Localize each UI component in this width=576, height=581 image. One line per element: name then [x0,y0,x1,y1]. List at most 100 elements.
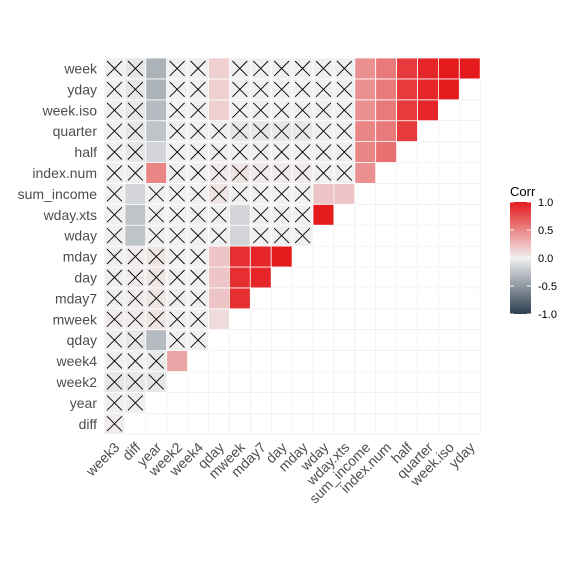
insignificant-x-mark [148,227,165,244]
insignificant-x-mark [252,144,269,160]
insignificant-x-mark [169,269,185,286]
insignificant-x-mark [127,123,144,139]
insignificant-x-mark [127,374,144,390]
heatmap-cell [228,203,251,226]
insignificant-x-mark [190,123,206,139]
insignificant-x-mark [232,81,248,98]
insignificant-x-mark [169,206,185,223]
insignificant-x-mark [190,165,206,181]
legend-tick-label: -1.0 [538,309,557,321]
heatmap-cell [249,266,272,289]
legend-title: Corr [510,184,536,199]
insignificant-x-mark [336,60,353,77]
insignificant-x-mark [106,248,123,265]
insignificant-x-mark [273,144,290,160]
insignificant-x-mark [190,332,206,348]
heatmap-cell [375,57,398,80]
insignificant-x-mark [211,123,227,139]
insignificant-x-mark [252,165,269,181]
insignificant-x-mark [273,81,290,98]
heatmap-cell [166,350,188,372]
insignificant-x-mark [315,144,332,160]
insignificant-x-mark [190,227,206,244]
insignificant-x-mark [106,353,123,369]
insignificant-x-mark [294,102,311,119]
insignificant-x-mark [169,311,185,328]
insignificant-x-mark [106,415,123,432]
heatmap-cell [228,224,251,247]
insignificant-x-mark [190,248,206,265]
insignificant-x-mark [148,248,165,265]
y-tick-label: mday [63,249,97,265]
insignificant-x-mark [232,165,248,181]
insignificant-x-mark [106,60,123,77]
heatmap-cell [396,57,418,80]
insignificant-x-mark [127,102,144,119]
insignificant-x-mark [106,102,123,119]
insignificant-x-mark [190,269,206,286]
heatmap-cell [145,57,168,80]
insignificant-x-mark [127,395,144,411]
y-tick-labels: week yday week.iso quarter half index.num sum_… [18,60,98,431]
insignificant-x-mark [148,269,165,286]
insignificant-x-mark [294,144,311,160]
insignificant-x-mark [148,353,165,369]
y-tick-label: year [70,395,98,411]
y-tick-label: wday.xts [43,207,97,223]
insignificant-x-mark [106,165,123,181]
insignificant-x-mark [127,144,144,160]
insignificant-x-mark [127,60,144,77]
heatmap-cell [354,78,377,101]
insignificant-x-mark [294,186,311,202]
insignificant-x-mark [336,102,353,119]
insignificant-x-mark [106,186,123,202]
insignificant-x-mark [211,206,227,223]
insignificant-x-mark [294,206,311,223]
insignificant-x-mark [169,227,185,244]
insignificant-x-mark [190,102,206,119]
insignificant-x-mark [106,374,123,390]
insignificant-x-mark [315,102,332,119]
insignificant-x-mark [211,165,227,181]
heatmap-cells [103,57,481,435]
heatmap-cell [228,266,251,289]
heatmap-cell [354,141,377,163]
heatmap-cell [437,57,460,80]
insignificant-x-mark [106,81,123,98]
insignificant-x-mark [148,374,165,390]
insignificant-x-mark [127,269,144,286]
heatmap-cell [437,78,460,101]
insignificant-x-mark [148,206,165,223]
insignificant-x-mark [294,227,311,244]
legend-tick-label: -0.5 [538,281,557,293]
insignificant-x-mark [273,102,290,119]
insignificant-x-mark [273,165,290,181]
heatmap-cell [208,287,230,310]
y-tick-label: week4 [56,353,98,369]
legend-tick-label: 0.5 [538,225,553,237]
insignificant-x-mark [190,206,206,223]
heatmap-cell [208,266,230,289]
insignificant-x-mark [252,102,269,119]
insignificant-x-mark [106,332,123,348]
insignificant-x-mark [190,60,206,77]
insignificant-x-mark [252,186,269,202]
insignificant-x-mark [273,227,290,244]
heatmap-cell [145,99,168,122]
insignificant-x-mark [148,290,165,307]
insignificant-x-mark [127,248,144,265]
heatmap-cell [396,120,418,142]
insignificant-x-mark [127,353,144,369]
insignificant-x-mark [169,186,185,202]
insignificant-x-mark [106,206,123,223]
insignificant-x-mark [252,227,269,244]
insignificant-x-mark [315,123,332,139]
insignificant-x-mark [273,186,290,202]
heatmap-cell [249,245,272,268]
y-tick-label: sum_income [18,186,98,202]
y-tick-label: week [63,60,98,76]
insignificant-x-mark [315,60,332,77]
heatmap-cell [312,203,335,226]
heatmap-cell [354,57,377,80]
heatmap-cell [228,287,251,310]
